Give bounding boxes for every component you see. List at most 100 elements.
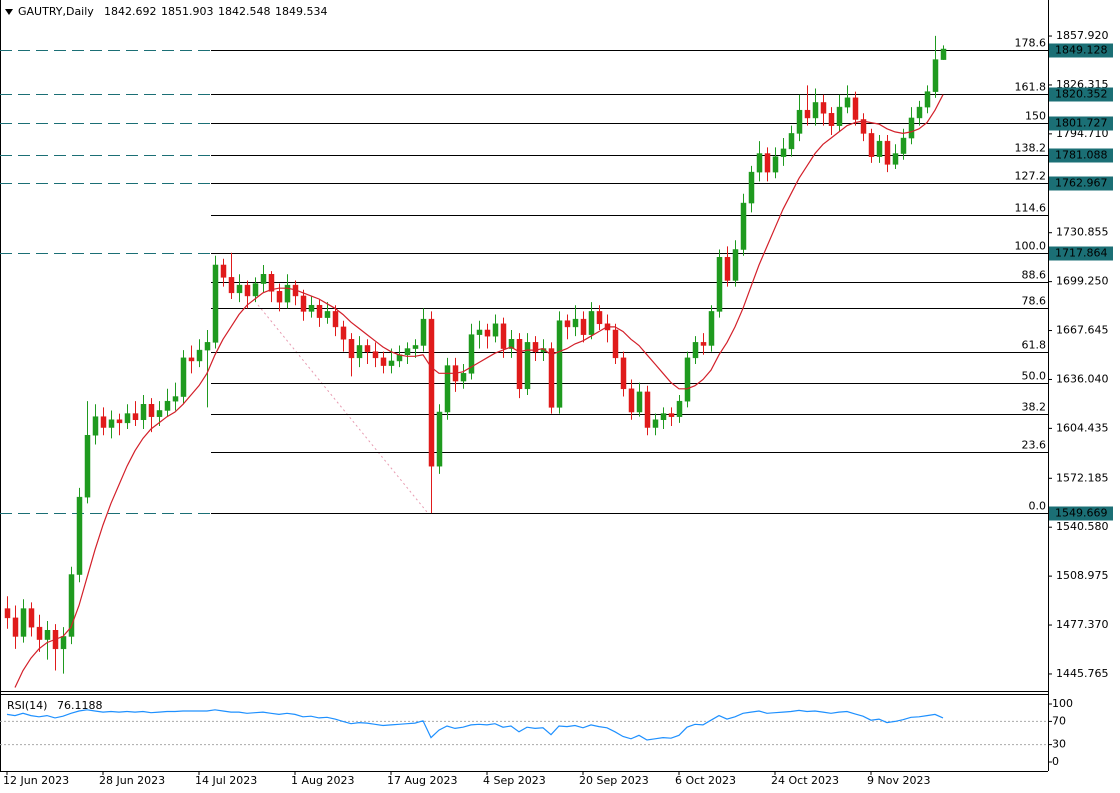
candle-body bbox=[812, 102, 819, 119]
candle-body bbox=[84, 434, 91, 498]
candle-body bbox=[228, 277, 235, 294]
candle-body bbox=[284, 284, 291, 303]
candle-body bbox=[300, 295, 307, 312]
open: 1842.692 bbox=[104, 5, 157, 18]
candle-body bbox=[836, 106, 843, 126]
candle-body bbox=[276, 291, 283, 303]
candle-body bbox=[188, 357, 195, 362]
candle-body bbox=[820, 102, 827, 114]
candle-body bbox=[492, 323, 499, 337]
candle-body bbox=[468, 334, 475, 374]
candle-body bbox=[476, 329, 483, 335]
x-tick-label: 28 Jun 2023 bbox=[99, 774, 165, 787]
candle-body bbox=[372, 351, 379, 359]
fib-label: 100.0 bbox=[1015, 240, 1047, 253]
candle-body bbox=[388, 360, 395, 366]
candle-body bbox=[676, 400, 683, 417]
y-tick-label: 1636.040 bbox=[1056, 372, 1109, 385]
candle-body bbox=[164, 400, 171, 411]
candle-body bbox=[20, 608, 27, 637]
candle-body bbox=[908, 117, 915, 139]
price-box-label: 1820.352 bbox=[1055, 88, 1108, 101]
rsi-tick-label: 0 bbox=[1052, 755, 1059, 768]
candle-body bbox=[508, 339, 515, 349]
candle-body bbox=[116, 419, 123, 424]
price-box-label: 1781.088 bbox=[1055, 149, 1108, 162]
symbol: GAUTRY,Daily bbox=[18, 5, 94, 18]
y-tick-label: 1445.765 bbox=[1056, 667, 1109, 680]
candle-body bbox=[444, 365, 451, 413]
price-box bbox=[1049, 176, 1113, 191]
price-box-label: 1549.669 bbox=[1055, 507, 1108, 520]
rsi-name: RSI(14) bbox=[7, 699, 47, 712]
candle-body bbox=[844, 97, 851, 108]
x-tick-label: 14 Jul 2023 bbox=[195, 774, 257, 787]
fib-label: 0.0 bbox=[1029, 500, 1047, 513]
price-box-label: 1849.128 bbox=[1055, 44, 1108, 57]
candle-body bbox=[660, 413, 667, 421]
candle-body bbox=[140, 404, 147, 421]
candle-body bbox=[244, 284, 251, 297]
y-tick-label: 1604.435 bbox=[1056, 421, 1109, 434]
candle-body bbox=[916, 106, 923, 119]
candle-body bbox=[780, 148, 787, 157]
candle-body bbox=[788, 133, 795, 150]
candle-body bbox=[420, 318, 427, 346]
candle-body bbox=[764, 153, 771, 173]
rsi-value: 76.1188 bbox=[57, 699, 103, 712]
candle-body bbox=[92, 416, 99, 436]
x-tick-label: 17 Aug 2023 bbox=[387, 774, 457, 787]
x-tick-label: 12 Jun 2023 bbox=[3, 774, 69, 787]
candle-body bbox=[524, 342, 531, 390]
candle-body bbox=[44, 630, 51, 640]
x-tick-label: 6 Oct 2023 bbox=[675, 774, 736, 787]
rsi-tick-label: 30 bbox=[1052, 738, 1066, 751]
candle-body bbox=[572, 318, 579, 328]
candle-body bbox=[4, 608, 11, 619]
candle-body bbox=[724, 256, 731, 281]
fib-label: 23.6 bbox=[1022, 439, 1047, 452]
candle-body bbox=[684, 357, 691, 402]
candle-body bbox=[36, 626, 43, 640]
rsi-tick-label: 70 bbox=[1052, 714, 1066, 727]
fib-label: 38.2 bbox=[1022, 401, 1047, 414]
candle-body bbox=[500, 323, 507, 349]
candle-body bbox=[756, 153, 763, 173]
candle-body bbox=[580, 318, 587, 335]
candle-body bbox=[132, 413, 139, 421]
candle-body bbox=[612, 329, 619, 359]
candle-body bbox=[180, 357, 187, 397]
candle-body bbox=[76, 496, 83, 575]
candle-body bbox=[220, 264, 227, 278]
y-tick-label: 1699.250 bbox=[1056, 275, 1109, 288]
candle-body bbox=[12, 617, 19, 637]
fib-label: 50.0 bbox=[1022, 370, 1047, 383]
price-box-label: 1762.967 bbox=[1055, 177, 1108, 190]
y-tick-label: 1508.975 bbox=[1056, 569, 1109, 582]
candle-body bbox=[332, 311, 339, 328]
fib-label: 161.8 bbox=[1015, 81, 1047, 94]
candle-body bbox=[740, 202, 747, 250]
candle-body bbox=[636, 391, 643, 413]
candle-body bbox=[516, 339, 523, 390]
price-box bbox=[1049, 246, 1113, 261]
candle-body bbox=[364, 345, 371, 352]
candle-body bbox=[652, 419, 659, 428]
candle-body bbox=[828, 113, 835, 126]
price-box bbox=[1049, 116, 1113, 131]
candle-body bbox=[100, 416, 107, 428]
candle-body bbox=[796, 109, 803, 134]
candle-body bbox=[700, 342, 707, 346]
candle-body bbox=[620, 357, 627, 390]
y-tick-label: 1667.645 bbox=[1056, 324, 1109, 337]
candle-body bbox=[668, 413, 675, 417]
candle-body bbox=[28, 608, 35, 628]
candle-body bbox=[564, 320, 571, 328]
candle-body bbox=[900, 137, 907, 154]
candle-body bbox=[308, 304, 315, 312]
candle-body bbox=[316, 304, 323, 318]
price-box bbox=[1049, 87, 1113, 102]
candle-body bbox=[892, 153, 899, 165]
rsi-line bbox=[6, 709, 944, 741]
candle-body bbox=[148, 404, 155, 417]
